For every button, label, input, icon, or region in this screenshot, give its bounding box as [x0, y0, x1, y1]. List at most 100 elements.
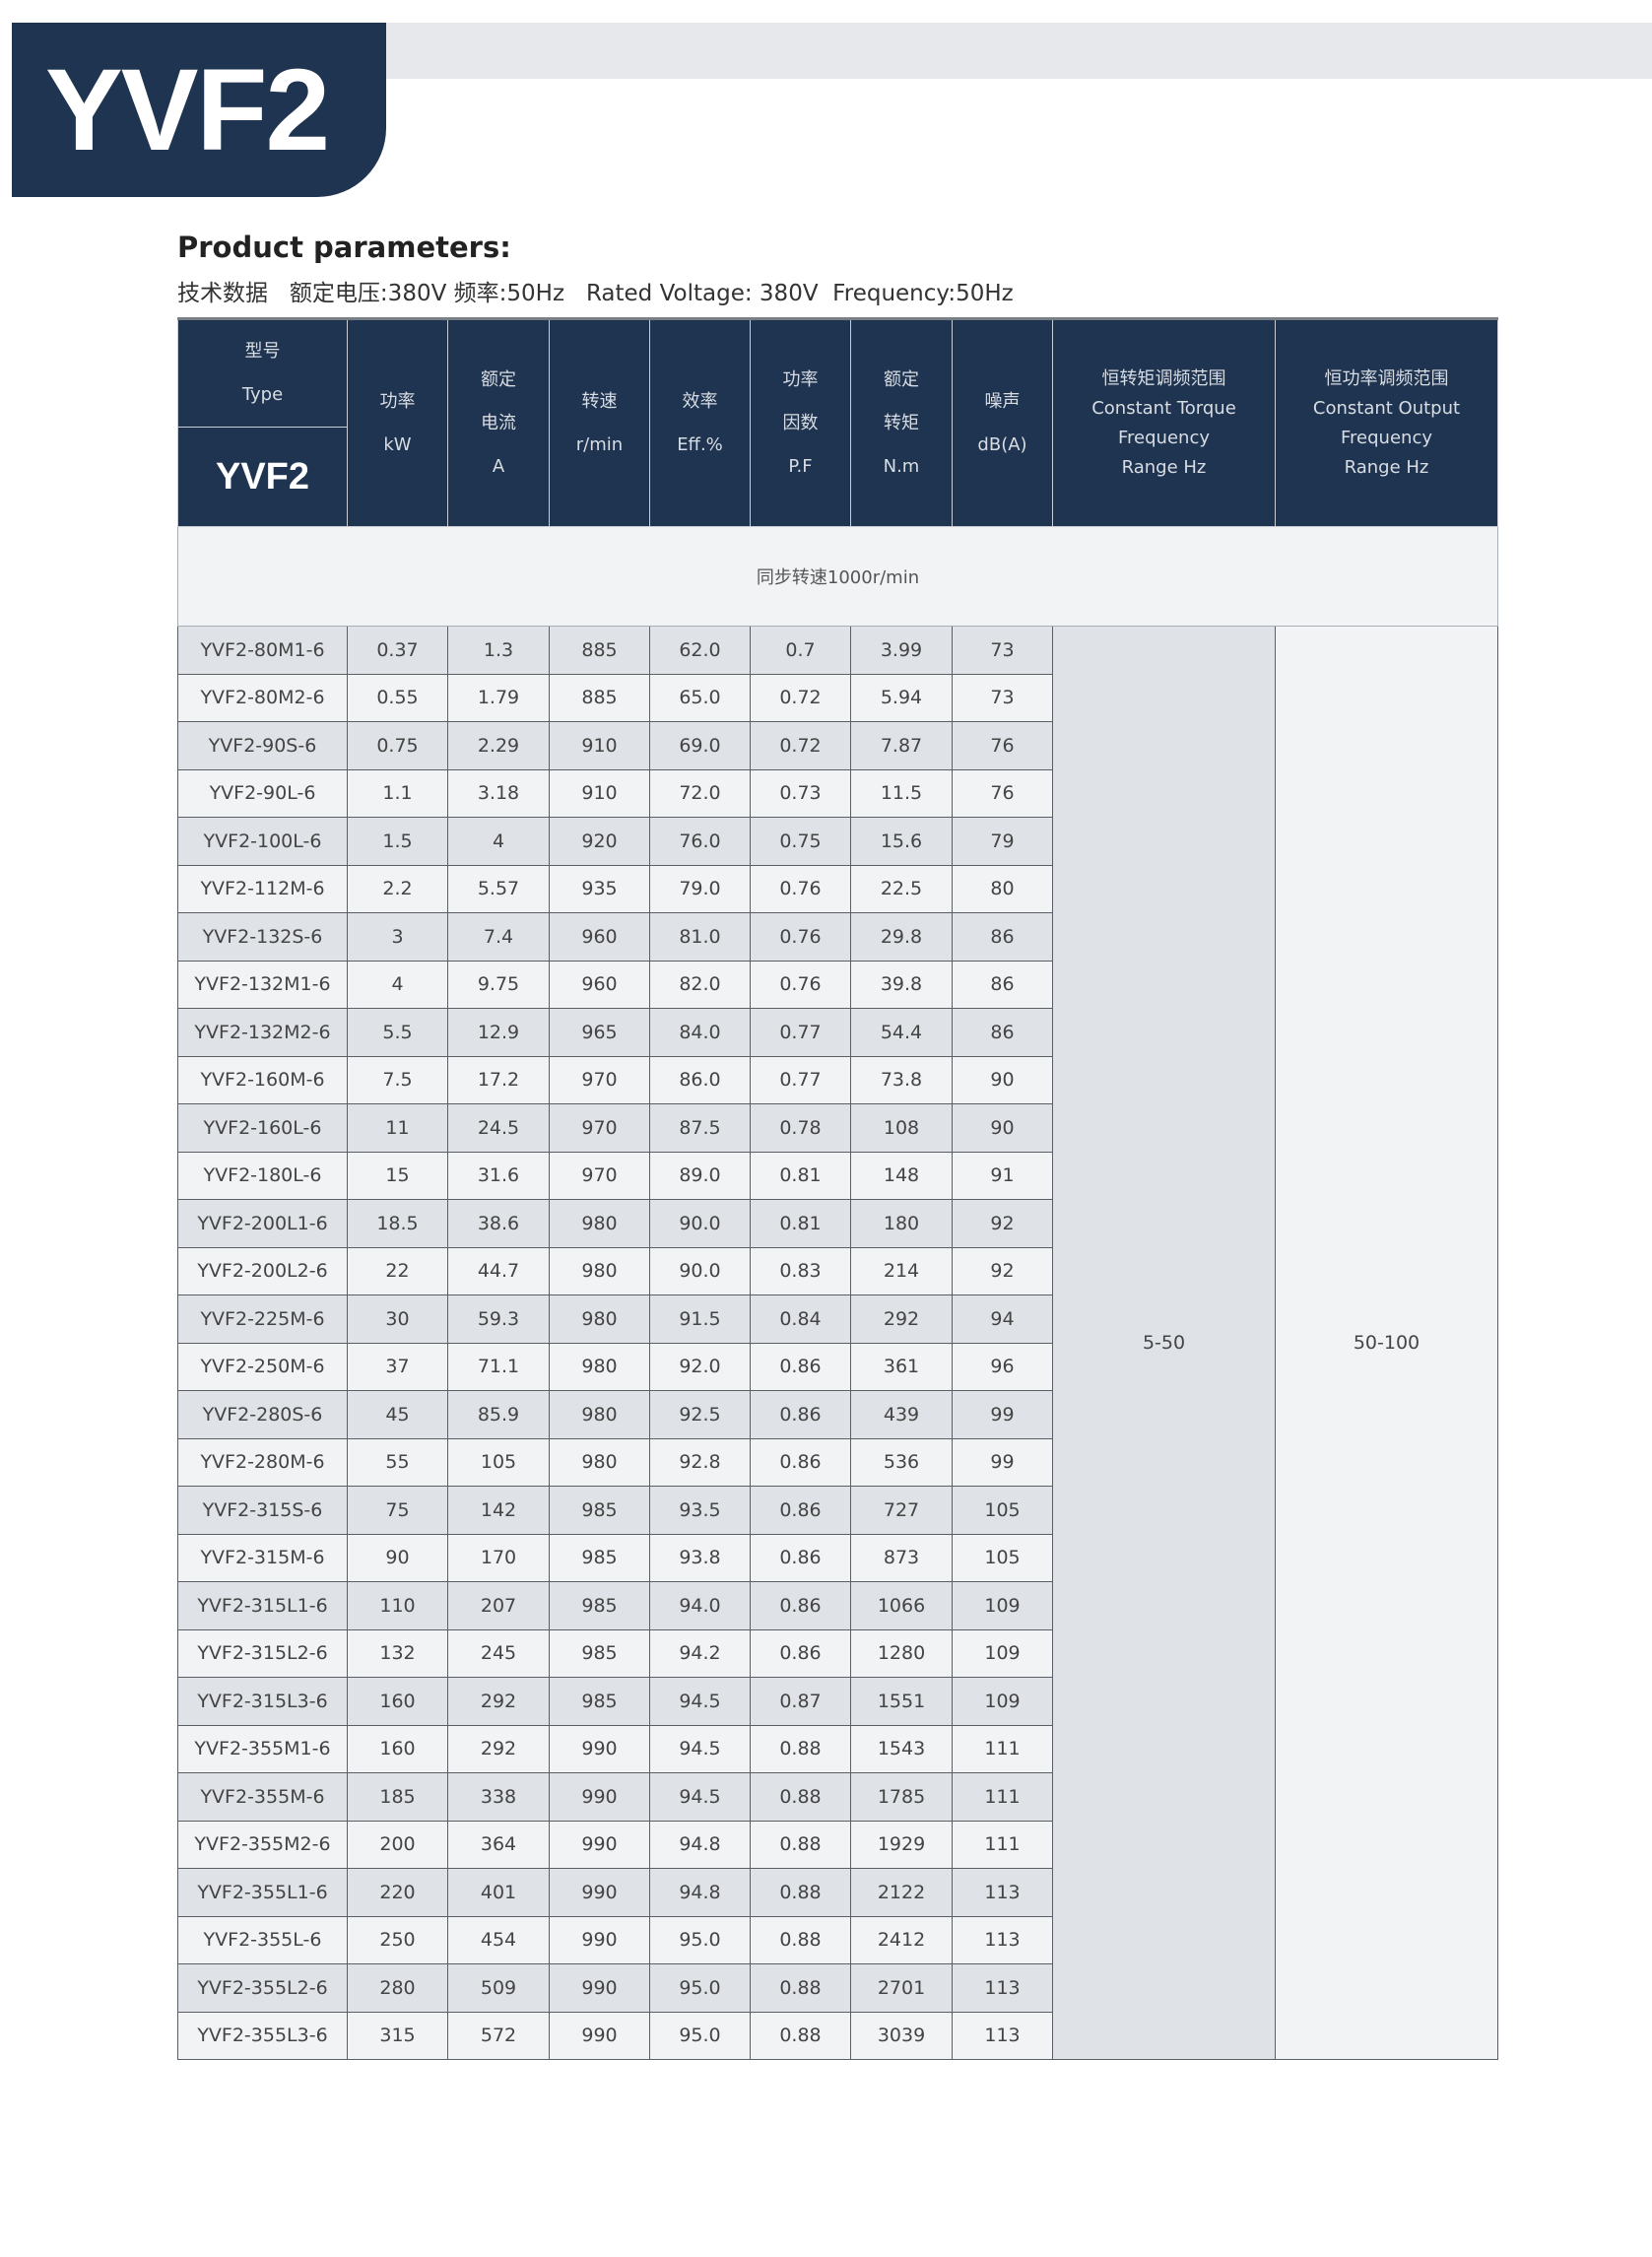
table-cell: 910 — [549, 768, 650, 818]
table-cell: 12.9 — [447, 1008, 550, 1057]
column-header-line: A — [492, 455, 505, 477]
table-cell: 62.0 — [649, 626, 751, 675]
table-cell: 73 — [952, 673, 1053, 722]
table-cell: 91 — [952, 1151, 1053, 1200]
table-row: YVF2-355L-6 250 454 990 95.0 0.88 2412 113 — [177, 1915, 1498, 1964]
column-header: 额定 电流 A — [447, 317, 550, 527]
table-cell: 207 — [447, 1581, 550, 1630]
table-cell: 0.86 — [750, 1628, 851, 1678]
table-cell: 37 — [347, 1342, 448, 1391]
table-cell: YVF2-132M1-6 — [177, 960, 348, 1009]
table-cell: 1066 — [850, 1581, 953, 1630]
table-cell: 990 — [549, 1868, 650, 1917]
table-cell: 108 — [850, 1103, 953, 1153]
column-header: 转速 r/min — [549, 317, 650, 527]
table-row: YVF2-315L3-6 160 292 985 94.5 0.87 1551 109 — [177, 1677, 1498, 1726]
table-cell: 110 — [347, 1581, 448, 1630]
column-header-line: Constant Torque — [1091, 397, 1236, 419]
table-cell: 280 — [347, 1963, 448, 2013]
table-cell: YVF2-112M-6 — [177, 864, 348, 913]
table-cell: 873 — [850, 1533, 953, 1582]
table-row: YVF2-132S-6 3 7.4 960 81.0 0.76 29.8 86 — [177, 912, 1498, 962]
table-cell: 95.0 — [649, 1963, 751, 2013]
table-row: YVF2-160L-6 11 24.5 970 87.5 0.78 108 90 — [177, 1103, 1498, 1153]
table-cell: 96 — [952, 1342, 1053, 1391]
table-cell: 94.5 — [649, 1677, 751, 1726]
table-cell: 960 — [549, 912, 650, 962]
table-cell: 160 — [347, 1677, 448, 1726]
table-row: YVF2-200L1-6 18.5 38.6 980 90.0 0.81 180 92 — [177, 1199, 1498, 1248]
table-cell: 113 — [952, 1868, 1053, 1917]
page-title: Product parameters: — [177, 231, 511, 264]
table-cell: YVF2-315L1-6 — [177, 1581, 348, 1630]
parameters-table: 型号 Type YVF2 功率 kW 额定 电流 A 转速 r/min 效率 Eff.% 功率 因数 P… — [177, 317, 1498, 2060]
table-cell: 0.72 — [750, 673, 851, 722]
column-header: 效率 Eff.% — [649, 317, 751, 527]
table-cell: 95.0 — [649, 1915, 751, 1964]
table-row: YVF2-112M-6 2.2 5.57 935 79.0 0.76 22.5 80 — [177, 864, 1498, 913]
table-cell: YVF2-355M-6 — [177, 1772, 348, 1822]
table-cell: 990 — [549, 1963, 650, 2013]
table-row: YVF2-250M-6 37 71.1 980 92.0 0.86 361 96 — [177, 1342, 1498, 1391]
table-cell: 160 — [347, 1724, 448, 1773]
table-cell: YVF2-200L2-6 — [177, 1246, 348, 1295]
table-cell: 7.87 — [850, 721, 953, 770]
table-row: YVF2-132M1-6 4 9.75 960 82.0 0.76 39.8 86 — [177, 960, 1498, 1009]
table-cell: 11.5 — [850, 768, 953, 818]
table-cell: 113 — [952, 1963, 1053, 2013]
table-cell: 0.37 — [347, 626, 448, 675]
table-cell: 22.5 — [850, 864, 953, 913]
table-cell: 0.86 — [750, 1486, 851, 1535]
table-cell: 105 — [447, 1437, 550, 1487]
table-cell: 45 — [347, 1390, 448, 1439]
table-cell: 361 — [850, 1342, 953, 1391]
table-cell: 0.86 — [750, 1581, 851, 1630]
column-header-line: Eff.% — [677, 433, 723, 455]
table-cell: 76.0 — [649, 817, 751, 866]
table-cell: YVF2-160M-6 — [177, 1055, 348, 1104]
table-cell: 91.5 — [649, 1294, 751, 1344]
table-cell: YVF2-315L3-6 — [177, 1677, 348, 1726]
table-cell: 980 — [549, 1199, 650, 1248]
table-cell: 111 — [952, 1772, 1053, 1822]
table-cell: 1.3 — [447, 626, 550, 675]
table-cell: 0.81 — [750, 1151, 851, 1200]
table-cell: 99 — [952, 1437, 1053, 1487]
table-cell: 292 — [447, 1724, 550, 1773]
constant-torque-range: 5-50 — [1052, 626, 1276, 2060]
column-header-line: Range Hz — [1344, 456, 1429, 478]
column-header-line: 转速 — [581, 390, 618, 412]
table-cell: 86 — [952, 1008, 1053, 1057]
table-cell: 5.94 — [850, 673, 953, 722]
table-row: YVF2-315L2-6 132 245 985 94.2 0.86 1280 109 — [177, 1628, 1498, 1678]
table-row: YVF2-355M1-6 160 292 990 94.5 0.88 1543 111 — [177, 1724, 1498, 1773]
table-cell: 920 — [549, 817, 650, 866]
table-cell: 132 — [347, 1628, 448, 1678]
table-cell: 980 — [549, 1246, 650, 1295]
table-row: YVF2-315M-6 90 170 985 93.8 0.86 873 105 — [177, 1533, 1498, 1582]
column-header: 恒功率调频范围 Constant Output Frequency Range Hz — [1275, 317, 1498, 527]
table-cell: 1.79 — [447, 673, 550, 722]
table-cell: 180 — [850, 1199, 953, 1248]
table-cell: 113 — [952, 1915, 1053, 1964]
table-cell: 2.2 — [347, 864, 448, 913]
table-cell: 1785 — [850, 1772, 953, 1822]
table-cell: YVF2-315L2-6 — [177, 1628, 348, 1678]
table-cell: 90.0 — [649, 1246, 751, 1295]
table-cell: 0.86 — [750, 1437, 851, 1487]
table-cell: 92 — [952, 1246, 1053, 1295]
column-header-line: 恒转矩调频范围 — [1101, 367, 1226, 389]
table-cell: 990 — [549, 1772, 650, 1822]
table-cell: 85.9 — [447, 1390, 550, 1439]
table-cell: 90 — [952, 1055, 1053, 1104]
table-cell: 0.83 — [750, 1246, 851, 1295]
table-cell: 2.29 — [447, 721, 550, 770]
table-cell: 44.7 — [447, 1246, 550, 1295]
table-cell: 885 — [549, 626, 650, 675]
table-row: YVF2-80M1-6 0.37 1.3 885 62.0 0.7 3.99 73 5-50 50… — [177, 626, 1498, 2060]
table-cell: 250 — [347, 1915, 448, 1964]
table-cell: 910 — [549, 721, 650, 770]
table-cell: 0.7 — [750, 626, 851, 675]
top-band — [386, 23, 1652, 79]
table-row: YVF2-355L3-6 315 572 990 95.0 0.88 3039 113 — [177, 2011, 1498, 2060]
